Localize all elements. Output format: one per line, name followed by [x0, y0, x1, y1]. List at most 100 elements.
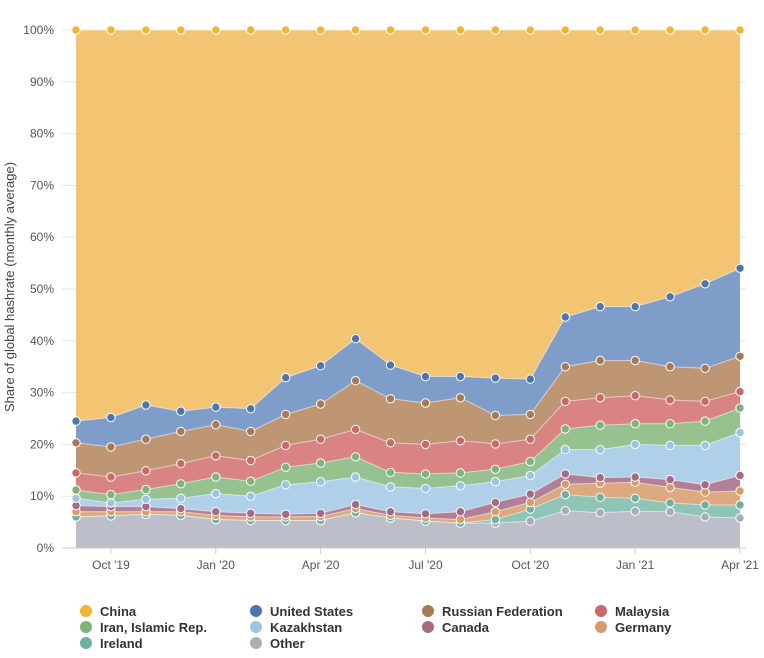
- legend-item[interactable]: United States: [250, 603, 353, 619]
- point-kazakhstan[interactable]: [455, 481, 466, 491]
- point-malaysia[interactable]: [525, 434, 535, 444]
- point-kazakhstan[interactable]: [595, 444, 605, 455]
- point-other[interactable]: [735, 513, 745, 523]
- point-iran-islamic-rep[interactable]: [665, 419, 675, 429]
- point-ireland[interactable]: [490, 514, 501, 525]
- point-iran-islamic-rep[interactable]: [560, 424, 570, 434]
- point-kazakhstan[interactable]: [315, 477, 326, 487]
- point-china[interactable]: [176, 25, 186, 35]
- point-russian-federation[interactable]: [281, 409, 291, 420]
- point-united-states[interactable]: [71, 416, 81, 426]
- point-united-states[interactable]: [246, 404, 256, 414]
- point-iran-islamic-rep[interactable]: [735, 403, 745, 413]
- point-canada[interactable]: [525, 489, 535, 499]
- point-russian-federation[interactable]: [385, 394, 396, 404]
- point-malaysia[interactable]: [665, 395, 675, 405]
- point-malaysia[interactable]: [211, 451, 221, 461]
- point-malaysia[interactable]: [176, 458, 186, 469]
- point-malaysia[interactable]: [560, 396, 570, 407]
- point-united-states[interactable]: [455, 371, 466, 382]
- point-germany[interactable]: [525, 497, 535, 508]
- point-united-states[interactable]: [700, 279, 710, 289]
- point-malaysia[interactable]: [455, 436, 466, 446]
- point-united-states[interactable]: [350, 334, 361, 344]
- point-germany[interactable]: [665, 482, 675, 493]
- point-united-states[interactable]: [106, 412, 116, 423]
- point-germany[interactable]: [560, 479, 570, 489]
- point-china[interactable]: [141, 25, 151, 35]
- point-ireland[interactable]: [595, 492, 605, 502]
- point-germany[interactable]: [455, 514, 466, 525]
- point-canada[interactable]: [246, 508, 256, 518]
- point-iran-islamic-rep[interactable]: [315, 458, 326, 468]
- point-other[interactable]: [595, 508, 605, 518]
- point-kazakhstan[interactable]: [176, 493, 186, 503]
- point-kazakhstan[interactable]: [281, 480, 291, 490]
- point-germany[interactable]: [735, 486, 745, 496]
- point-russian-federation[interactable]: [560, 362, 570, 372]
- legend-item[interactable]: Germany: [595, 619, 671, 635]
- point-china[interactable]: [281, 25, 291, 35]
- point-china[interactable]: [106, 25, 116, 35]
- point-other[interactable]: [700, 512, 710, 522]
- point-kazakhstan[interactable]: [420, 483, 431, 494]
- point-kazakhstan[interactable]: [350, 472, 361, 482]
- point-united-states[interactable]: [630, 301, 640, 312]
- point-canada[interactable]: [490, 497, 501, 508]
- legend-item[interactable]: China: [80, 603, 136, 619]
- point-china[interactable]: [595, 25, 605, 35]
- point-kazakhstan[interactable]: [385, 482, 396, 492]
- point-kazakhstan[interactable]: [665, 440, 675, 451]
- point-ireland[interactable]: [560, 489, 570, 500]
- point-canada[interactable]: [455, 507, 466, 517]
- point-united-states[interactable]: [525, 374, 535, 384]
- point-united-states[interactable]: [735, 263, 745, 273]
- point-iran-islamic-rep[interactable]: [420, 469, 431, 479]
- point-russian-federation[interactable]: [211, 420, 221, 430]
- point-canada[interactable]: [281, 509, 291, 519]
- point-kazakhstan[interactable]: [700, 440, 710, 451]
- point-russian-federation[interactable]: [315, 399, 326, 409]
- point-iran-islamic-rep[interactable]: [630, 419, 640, 429]
- point-russian-federation[interactable]: [106, 442, 116, 452]
- point-kazakhstan[interactable]: [246, 491, 256, 501]
- legend-item[interactable]: Russian Federation: [422, 603, 563, 619]
- point-iran-islamic-rep[interactable]: [525, 456, 535, 467]
- point-iran-islamic-rep[interactable]: [246, 476, 256, 486]
- point-ireland[interactable]: [700, 500, 710, 510]
- point-china[interactable]: [560, 25, 570, 35]
- point-iran-islamic-rep[interactable]: [141, 484, 151, 495]
- legend-item[interactable]: Iran, Islamic Rep.: [80, 619, 207, 635]
- point-russian-federation[interactable]: [455, 393, 466, 403]
- point-malaysia[interactable]: [700, 396, 710, 407]
- point-china[interactable]: [700, 25, 710, 35]
- point-russian-federation[interactable]: [420, 398, 431, 408]
- point-germany[interactable]: [490, 507, 501, 517]
- point-malaysia[interactable]: [141, 466, 151, 476]
- point-china[interactable]: [455, 25, 466, 35]
- point-kazakhstan[interactable]: [71, 493, 81, 503]
- point-russian-federation[interactable]: [700, 363, 710, 373]
- point-malaysia[interactable]: [106, 472, 116, 482]
- point-iran-islamic-rep[interactable]: [71, 485, 81, 495]
- point-china[interactable]: [385, 25, 396, 35]
- point-russian-federation[interactable]: [350, 376, 361, 386]
- point-united-states[interactable]: [211, 402, 221, 412]
- point-ireland[interactable]: [630, 493, 640, 503]
- point-russian-federation[interactable]: [176, 426, 186, 437]
- point-russian-federation[interactable]: [735, 351, 745, 361]
- point-kazakhstan[interactable]: [211, 488, 221, 499]
- point-other[interactable]: [630, 506, 640, 516]
- point-iran-islamic-rep[interactable]: [490, 464, 501, 474]
- point-united-states[interactable]: [490, 373, 501, 383]
- point-canada[interactable]: [176, 503, 186, 514]
- point-kazakhstan[interactable]: [525, 470, 535, 481]
- point-canada[interactable]: [350, 499, 361, 510]
- point-other[interactable]: [525, 516, 535, 526]
- point-iran-islamic-rep[interactable]: [700, 416, 710, 426]
- point-iran-islamic-rep[interactable]: [595, 420, 605, 430]
- point-iran-islamic-rep[interactable]: [176, 479, 186, 489]
- point-kazakhstan[interactable]: [141, 494, 151, 504]
- point-united-states[interactable]: [560, 312, 570, 322]
- point-united-states[interactable]: [315, 361, 326, 371]
